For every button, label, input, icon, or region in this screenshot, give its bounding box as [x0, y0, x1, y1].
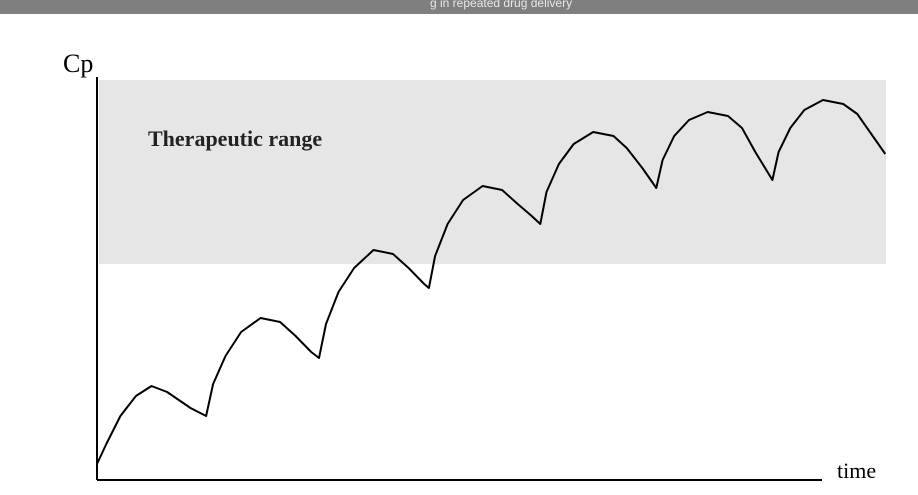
y-axis-label: Cp [63, 49, 93, 78]
therapeutic-range-band [99, 80, 886, 264]
therapeutic-range-label: Therapeutic range [148, 126, 322, 151]
concentration-curve-1 [96, 99, 887, 465]
top-caption-bar: g in repeated drug delivery [0, 0, 918, 14]
x-axis-label: time [837, 458, 876, 483]
series-layer [96, 99, 887, 465]
top-caption-text: g in repeated drug delivery [430, 0, 573, 10]
